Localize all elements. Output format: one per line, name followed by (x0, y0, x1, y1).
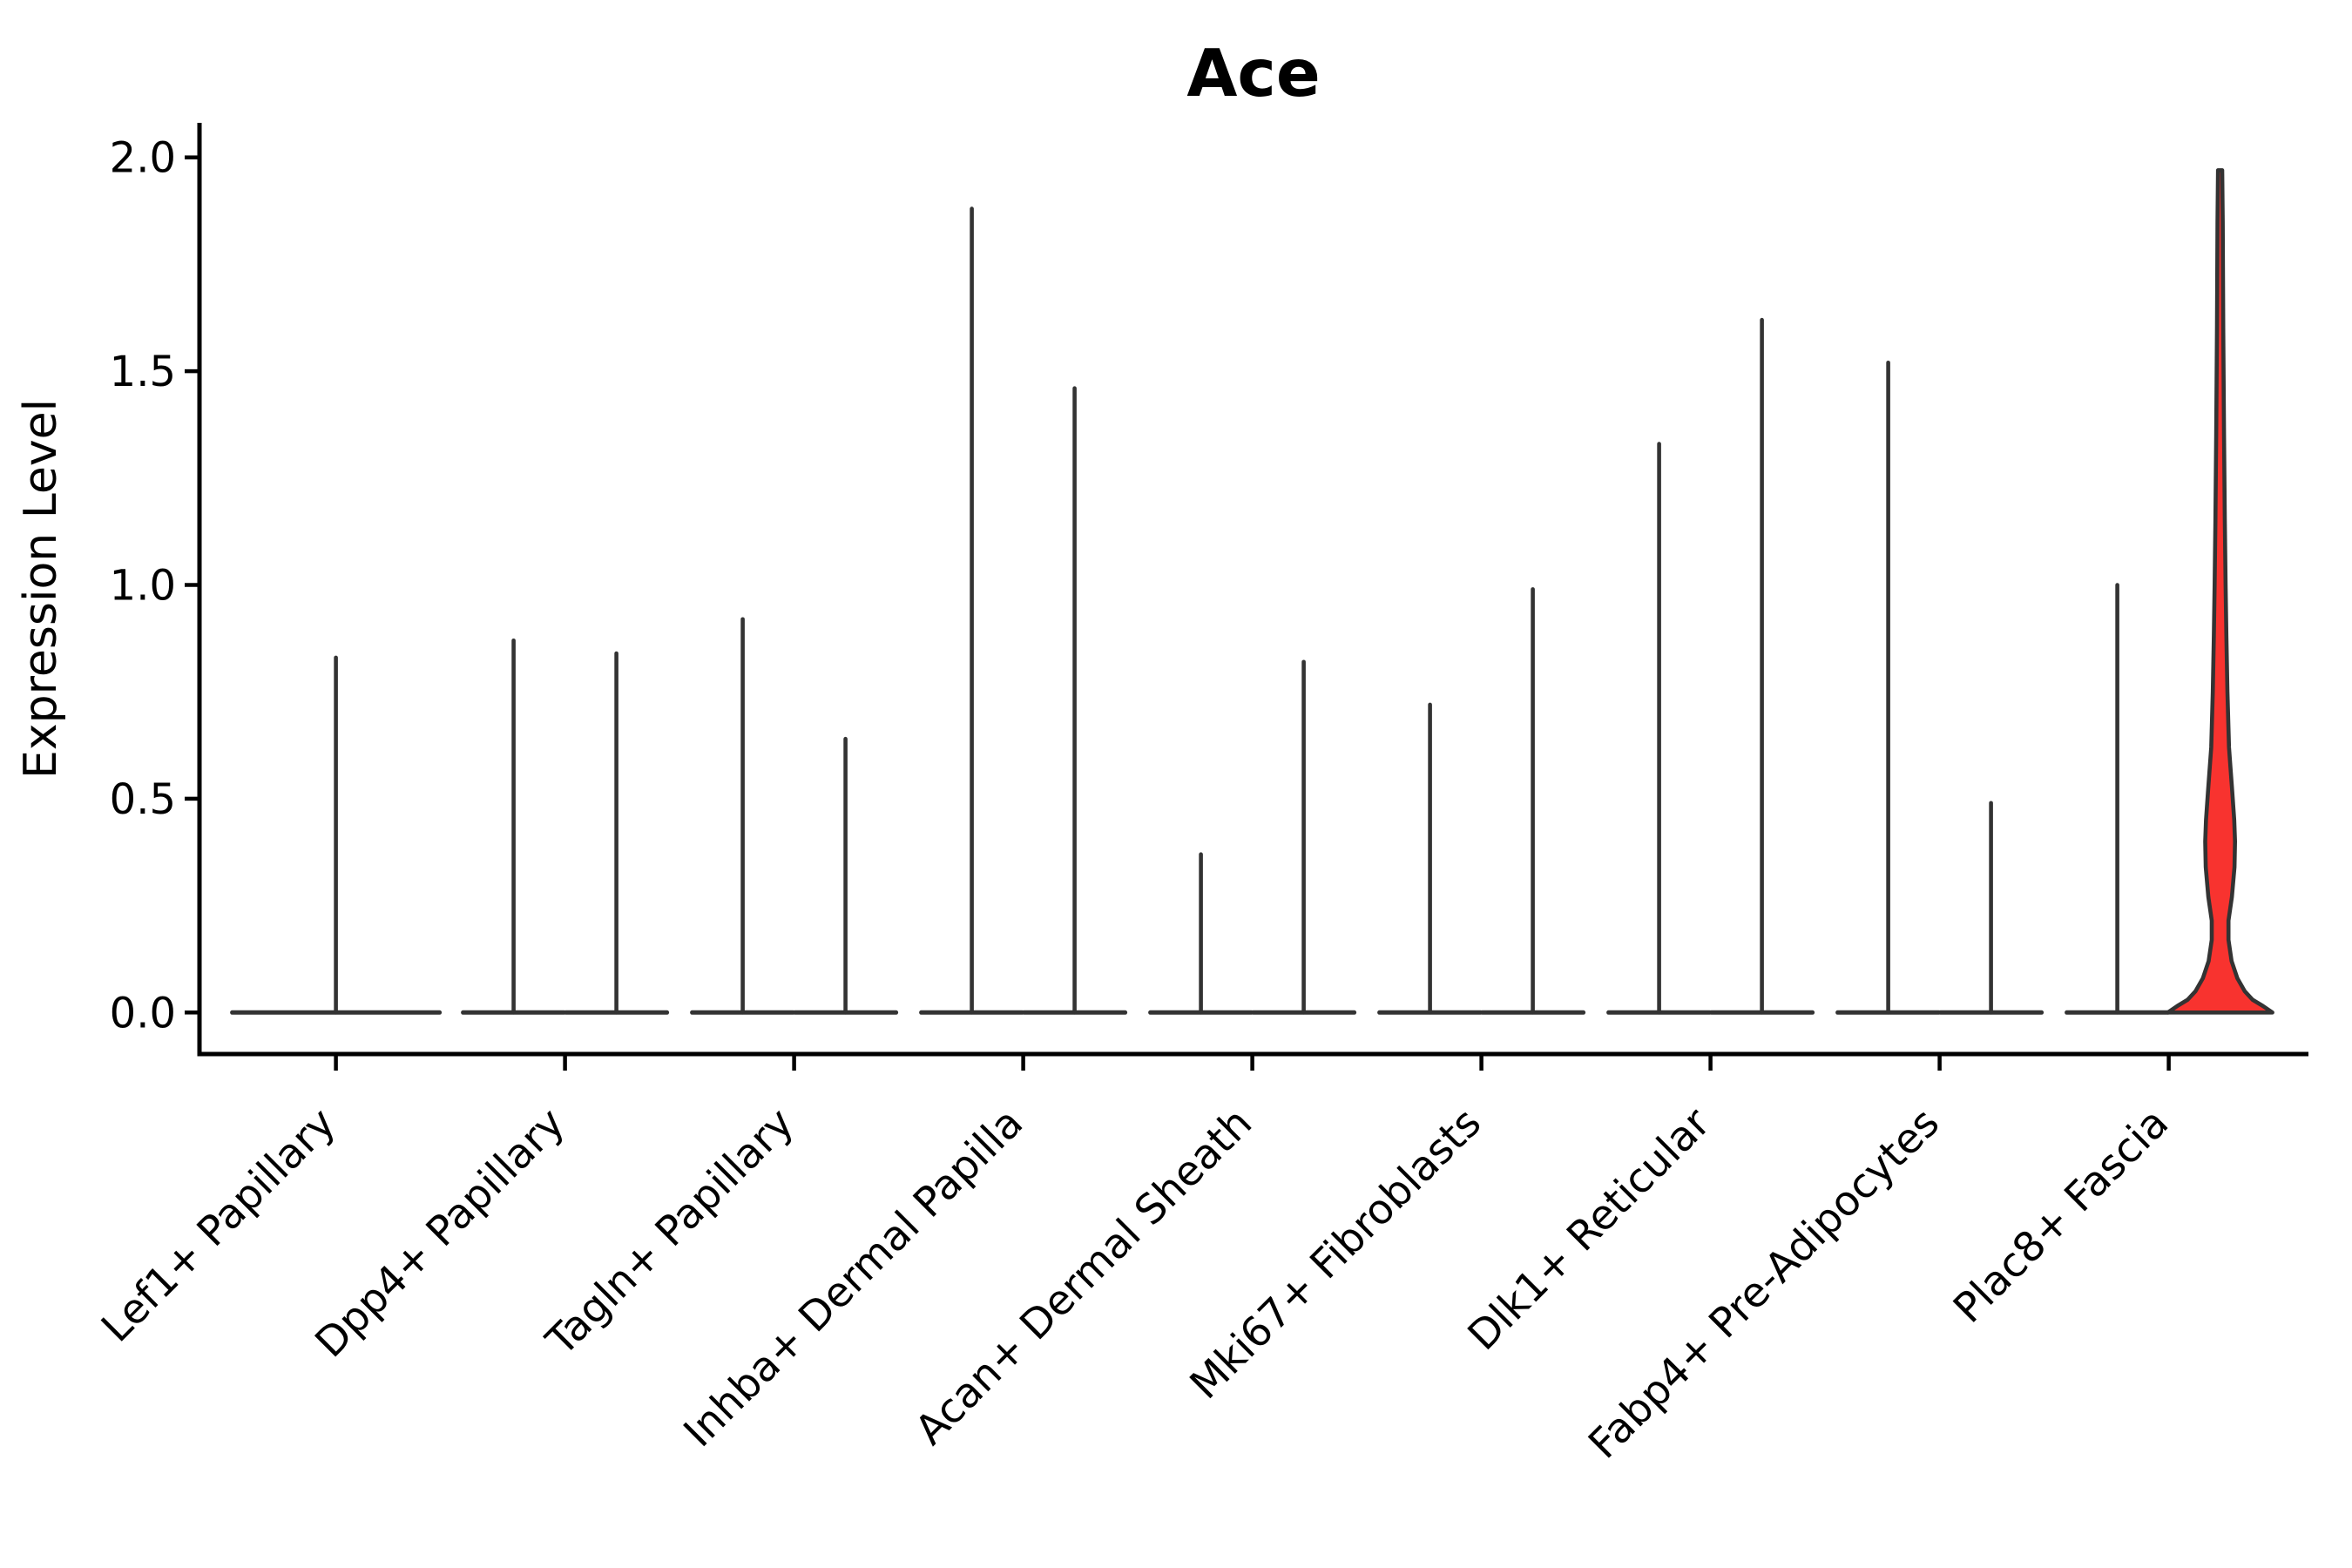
y-tick-label: 1.0 (110, 562, 176, 611)
violin-series (230, 168, 2274, 1015)
x-tick-label: Dpp4+ Papillary (306, 1099, 574, 1368)
x-tick-label: Dlk1+ Reticular (1459, 1098, 1720, 1360)
y-tick-label: 1.5 (110, 348, 176, 396)
x-tick-label: Tagln+ Papillary (537, 1099, 803, 1366)
y-axis-tick-labels: 0.0 0.5 1.0 1.5 2.0 (110, 134, 176, 1038)
highlight-violin (2166, 168, 2274, 1015)
y-tick-label: 0.5 (110, 775, 176, 824)
y-axis-label: Expression Level (15, 399, 67, 779)
y-tick-label: 2.0 (110, 134, 176, 183)
y-tick-label: 0.0 (110, 989, 176, 1037)
x-tick-label: Plac8+ Fascia (1944, 1099, 2178, 1333)
x-tick-label: Lef1+ Papillary (92, 1099, 345, 1352)
axes (185, 123, 2308, 1071)
chart-title: Ace (1186, 35, 1320, 112)
